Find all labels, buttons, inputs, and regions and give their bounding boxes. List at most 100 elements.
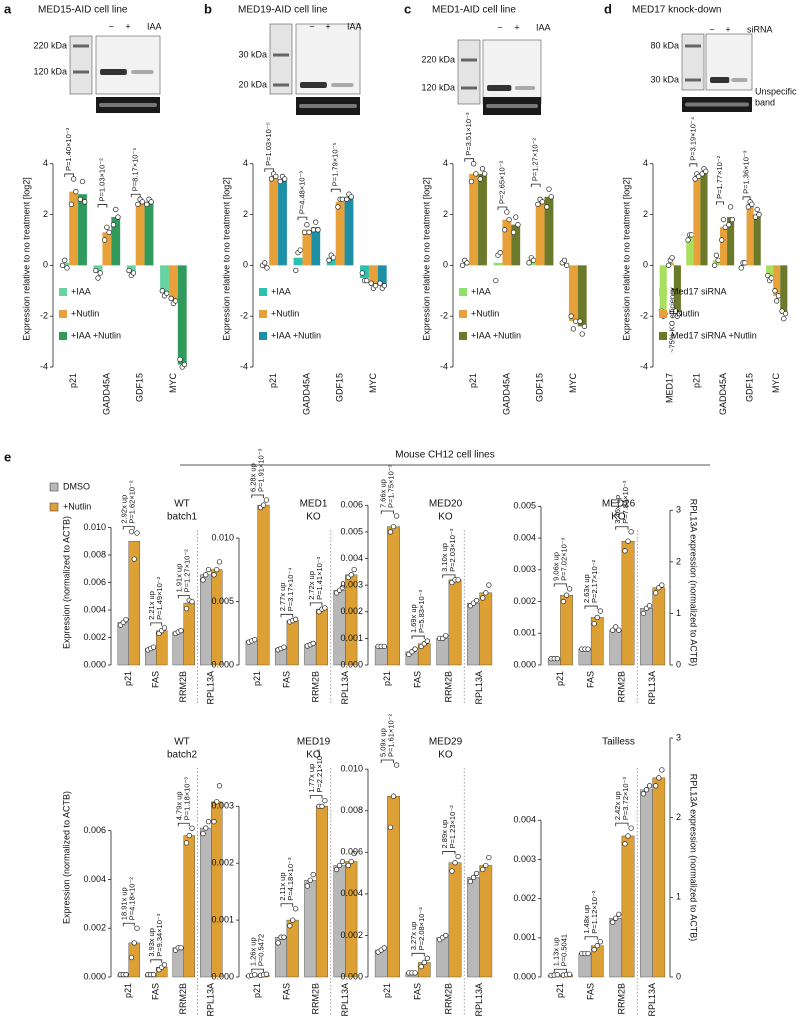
bar: [377, 265, 387, 286]
data-point: [393, 762, 400, 768]
bracket: [380, 759, 394, 764]
bar: [183, 602, 195, 666]
data-point: [610, 627, 616, 633]
annotation: 2.89x up: [440, 820, 449, 849]
x-tick-label: RPL13A: [206, 983, 216, 1017]
blot-band: [131, 70, 154, 74]
data-point: [715, 257, 721, 263]
bar: [652, 777, 666, 978]
y-axis-label: Expression relative to no treatment [log…: [221, 177, 231, 341]
data-point: [95, 275, 101, 281]
annotation: 1.48x up: [582, 905, 591, 934]
data-point: [345, 862, 351, 869]
annotation: P=3.19×10⁻⁴: [688, 117, 697, 161]
chart-title: KO: [438, 512, 453, 523]
data-point: [161, 625, 168, 631]
x-tick-label: GDF15: [135, 373, 145, 402]
bracket: [411, 952, 425, 957]
bar: [135, 201, 145, 266]
bar: [436, 638, 450, 666]
annotation: P=7.84×10⁻³: [621, 480, 630, 524]
legend-label: Med17 siRNA +Nutlin: [671, 330, 757, 340]
data-point: [293, 906, 299, 912]
x-tick-label: p21: [382, 671, 392, 686]
bar: [467, 877, 480, 978]
annotation: P=1.27×10⁻²: [531, 137, 540, 181]
x-tick-label: FAS: [586, 671, 596, 688]
data-point: [313, 219, 319, 225]
bar: [568, 265, 578, 322]
data-point: [178, 945, 184, 951]
legend-swatch: [59, 310, 67, 318]
blot-note: Unspecific: [755, 86, 797, 96]
data-point: [515, 222, 521, 228]
chart-title: batch2: [167, 750, 197, 761]
data-point: [530, 257, 537, 263]
bar: [344, 196, 354, 266]
x-tick-label: RRM2B: [616, 983, 626, 1015]
x-tick-label: MYC: [368, 373, 378, 394]
data-point: [459, 262, 466, 269]
data-point: [560, 598, 567, 605]
bar: [753, 214, 761, 266]
loading-band: [685, 102, 749, 107]
legend-swatch: [49, 482, 59, 492]
data-point: [139, 199, 145, 205]
x-tick-label: p21: [123, 983, 133, 998]
chart-title: MED1: [300, 499, 328, 510]
annotation: 5.09x up: [378, 728, 387, 757]
section-title: Mouse CH12 cell lines: [395, 450, 495, 461]
legend-label: +IAA: [471, 286, 491, 296]
bar: [200, 827, 212, 978]
data-point: [150, 644, 157, 650]
x-tick-label: RRM2B: [178, 983, 188, 1015]
data-point: [203, 572, 209, 578]
data-point: [585, 646, 591, 652]
data-point: [775, 293, 782, 299]
bar: [544, 196, 554, 266]
legend-swatch: [659, 332, 667, 340]
data-point: [625, 833, 631, 839]
data-point: [449, 868, 455, 874]
data-point: [68, 201, 75, 208]
bar: [78, 194, 87, 266]
bracket: [130, 193, 141, 198]
bar: [269, 176, 279, 266]
data-point: [205, 819, 212, 825]
y-tick-label: 0.000: [83, 659, 106, 669]
data-point: [168, 295, 174, 302]
bar: [700, 171, 708, 266]
data-point: [418, 963, 424, 970]
data-point: [782, 310, 789, 317]
data-point: [486, 854, 492, 861]
data-point: [424, 638, 431, 644]
y-tick-label: 0: [443, 260, 448, 270]
data-point: [594, 614, 600, 621]
data-point: [79, 178, 86, 185]
data-point: [252, 636, 258, 643]
data-point: [544, 204, 550, 210]
y2-axis-label: RPL13A expression (normalized to ACTB): [689, 774, 699, 942]
data-point: [348, 194, 354, 200]
treatment-label: IAA: [147, 21, 162, 31]
y-tick-label: 0.002: [211, 858, 234, 868]
data-point: [263, 497, 270, 503]
data-point: [711, 262, 718, 269]
blot-band: [731, 78, 748, 82]
y-tick-label: 0.003: [211, 801, 234, 811]
bar: [302, 229, 312, 266]
y-tick-label: 0.004: [83, 874, 106, 884]
data-point: [665, 262, 672, 269]
bar: [766, 265, 774, 279]
data-point: [322, 605, 328, 611]
data-point: [351, 850, 357, 857]
data-point: [82, 199, 88, 205]
data-point: [364, 277, 370, 284]
y-axis-label: Expression relative to no treatment [log…: [421, 177, 431, 341]
blot-ladder: [457, 39, 481, 105]
chart-title: Tailless: [602, 737, 635, 748]
y-tick-label: 0.005: [211, 596, 234, 606]
annotation: 2.77x up: [278, 583, 287, 612]
bar: [168, 265, 178, 301]
